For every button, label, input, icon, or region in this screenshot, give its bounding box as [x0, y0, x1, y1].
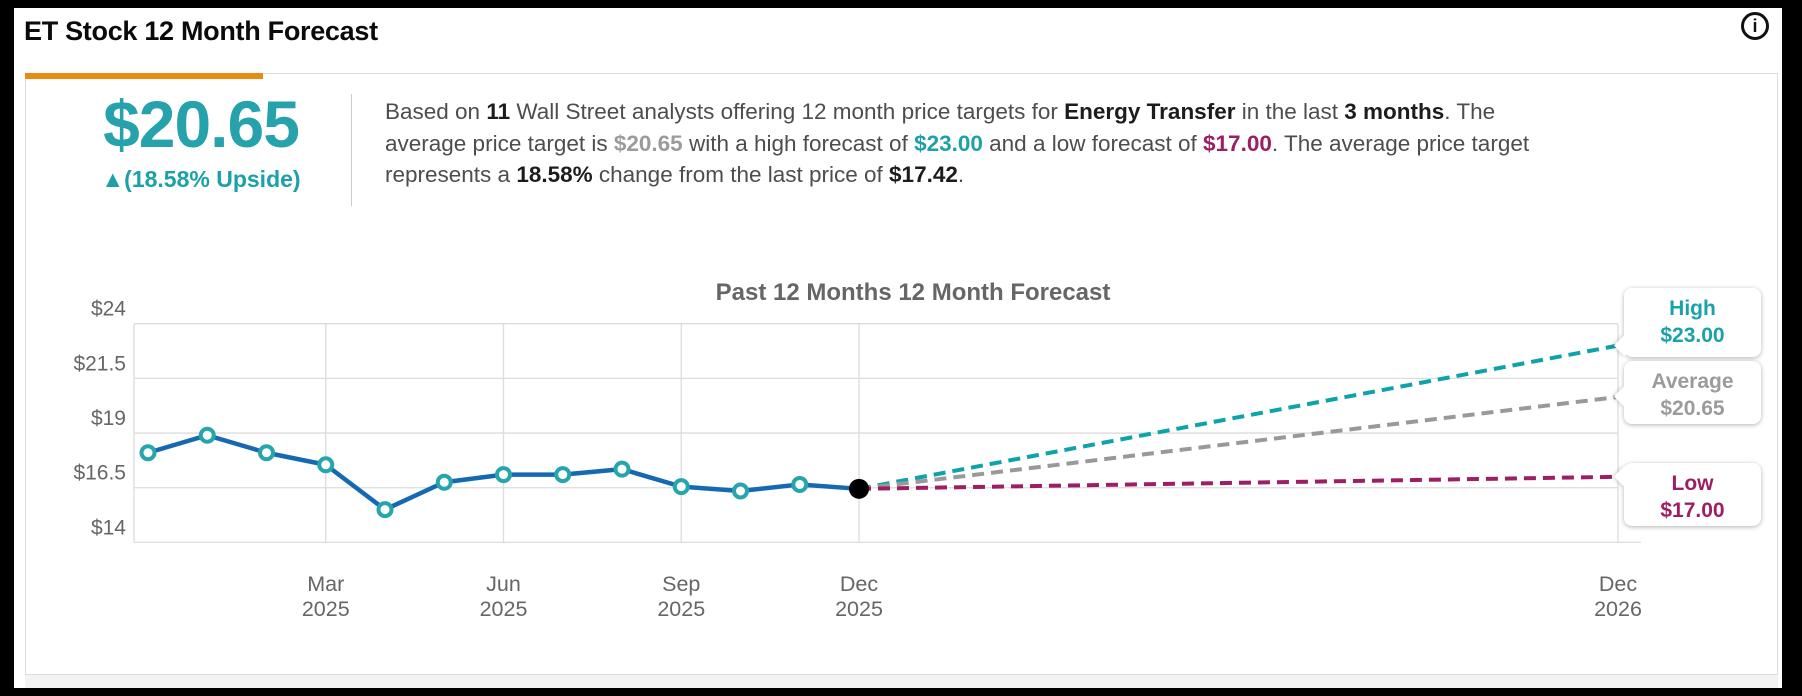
paragraph-segment: 18.58%: [516, 162, 593, 187]
low-forecast-callout: Low $17.00: [1613, 463, 1761, 526]
accent-bar: [25, 73, 263, 79]
paragraph-segment: Wall Street analysts offering 12 month p…: [510, 99, 1065, 124]
analyst-summary-paragraph: Based on 11 Wall Street analysts offerin…: [385, 96, 1565, 191]
paragraph-segment: $23.00: [914, 130, 983, 156]
paragraph-segment: in the last: [1235, 99, 1345, 124]
average-label: Average: [1651, 370, 1734, 393]
paragraph-segment: . The average price target is: [385, 99, 1496, 156]
high-value: $23.00: [1660, 324, 1725, 347]
svg-text:Past 12 Months 12 Month Forec: Past 12 Months 12 Month Forecast: [716, 279, 1111, 306]
paragraph-segment: $20.65: [613, 130, 683, 156]
forecast-widget-card: ET Stock 12 Month Forecast i $20.65 ▲(18…: [14, 8, 1782, 688]
svg-text:$19: $19: [91, 407, 126, 430]
svg-text:$24: $24: [91, 298, 126, 321]
paragraph-segment: .: [957, 162, 965, 187]
paragraph-segment: Based on: [385, 99, 487, 124]
paragraph-segment: 3 months: [1344, 99, 1445, 124]
average-price-target: $20.65: [103, 87, 300, 161]
price-target-block: $20.65 ▲(18.58% Upside): [51, 88, 351, 193]
paragraph-segment: $17.42: [889, 162, 958, 187]
average-value: $20.65: [1660, 397, 1725, 420]
paragraph-segment: and a low forecast of: [982, 130, 1204, 156]
vertical-divider: [351, 94, 352, 206]
forecast-panel: $20.65 ▲(18.58% Upside) Based on 11 Wall…: [25, 73, 1778, 675]
chart-svg: $24 $21.5 $19 $16.5 $14 Mar 2025 Jun 2025 Sep 2025…: [73, 279, 1642, 621]
page-title: ET Stock 12 Month Forecast: [24, 16, 378, 46]
paragraph-segment: Energy Transfer: [1064, 99, 1236, 124]
paragraph-segment: . The average price target represents a: [385, 130, 1530, 188]
paragraph-segment: with a high forecast of: [682, 130, 915, 156]
low-label: Low: [1671, 472, 1714, 495]
forecast-chart: $24 $21.5 $19 $16.5 $14 Mar 2025 Jun 2025 Sep 2025…: [31, 246, 1776, 646]
svg-text:$16.5: $16.5: [73, 462, 126, 485]
info-icon[interactable]: i: [1741, 12, 1769, 40]
upside-percent: ▲(18.58% Upside): [101, 166, 301, 192]
paragraph-segment: 11: [486, 99, 511, 124]
footer-strip: [25, 675, 1778, 688]
paragraph-segment: $17.00: [1203, 130, 1272, 156]
svg-text:$14: $14: [91, 516, 126, 539]
average-forecast-callout: Average $20.65: [1613, 361, 1761, 424]
low-value: $17.00: [1660, 499, 1725, 522]
high-label: High: [1669, 297, 1716, 320]
high-forecast-callout: High $23.00: [1613, 288, 1761, 357]
paragraph-segment: change from the last price of: [592, 162, 890, 187]
svg-text:$21.5: $21.5: [73, 352, 126, 375]
